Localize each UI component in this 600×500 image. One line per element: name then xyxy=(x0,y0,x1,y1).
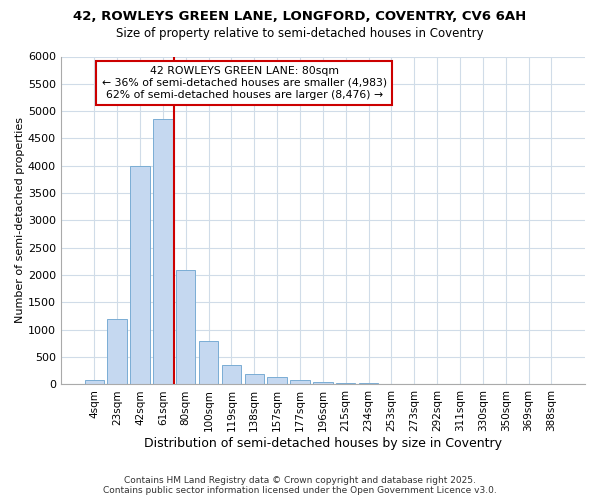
Bar xyxy=(359,383,379,384)
Bar xyxy=(245,374,264,384)
Bar xyxy=(176,270,196,384)
Bar xyxy=(336,383,355,384)
Bar xyxy=(222,366,241,384)
Bar xyxy=(130,166,150,384)
Y-axis label: Number of semi-detached properties: Number of semi-detached properties xyxy=(15,118,25,324)
Text: 42 ROWLEYS GREEN LANE: 80sqm
← 36% of semi-detached houses are smaller (4,983)
6: 42 ROWLEYS GREEN LANE: 80sqm ← 36% of se… xyxy=(101,66,387,100)
Bar xyxy=(107,319,127,384)
Text: Size of property relative to semi-detached houses in Coventry: Size of property relative to semi-detach… xyxy=(116,28,484,40)
Text: 42, ROWLEYS GREEN LANE, LONGFORD, COVENTRY, CV6 6AH: 42, ROWLEYS GREEN LANE, LONGFORD, COVENT… xyxy=(73,10,527,23)
Bar xyxy=(199,340,218,384)
X-axis label: Distribution of semi-detached houses by size in Coventry: Distribution of semi-detached houses by … xyxy=(144,437,502,450)
Bar xyxy=(290,380,310,384)
Text: Contains HM Land Registry data © Crown copyright and database right 2025.
Contai: Contains HM Land Registry data © Crown c… xyxy=(103,476,497,495)
Bar xyxy=(313,382,332,384)
Bar xyxy=(268,378,287,384)
Bar xyxy=(85,380,104,384)
Bar xyxy=(153,120,173,384)
